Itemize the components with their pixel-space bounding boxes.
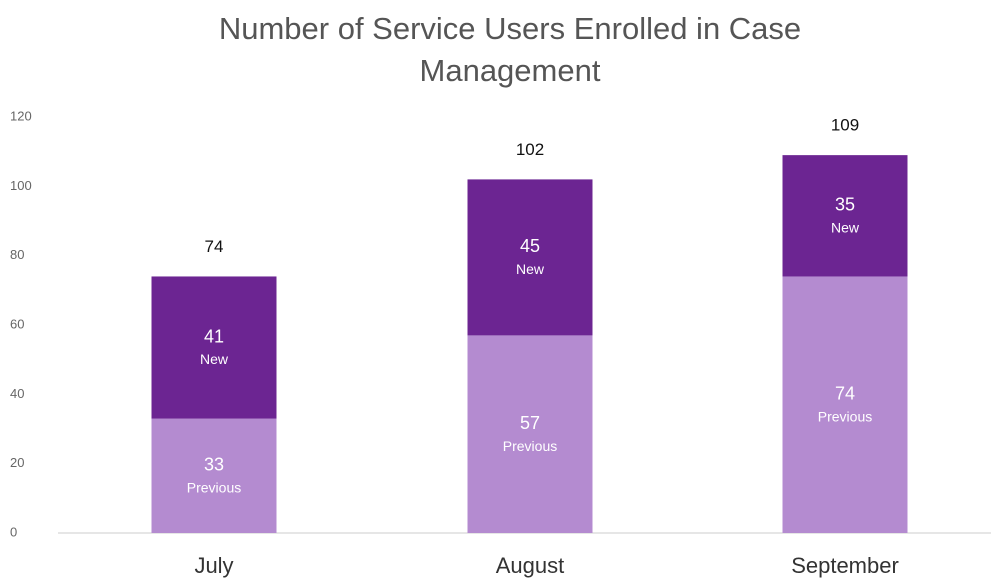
- segment-name-label: Previous: [503, 438, 557, 454]
- y-tick-label: 20: [10, 455, 24, 470]
- segment-value-label: 41: [204, 326, 224, 346]
- x-tick-label: August: [496, 553, 565, 578]
- total-label: 102: [516, 140, 544, 159]
- bar-segment: [467, 335, 593, 533]
- segment-value-label: 74: [835, 383, 855, 403]
- bar-segment: [782, 276, 908, 533]
- y-tick-label: 100: [10, 178, 32, 193]
- y-tick-label: 60: [10, 316, 24, 331]
- bar-segment: [467, 179, 593, 336]
- chart-title: Number of Service Users Enrolled in Case…: [218, 11, 802, 88]
- segment-name-label: New: [200, 351, 229, 367]
- segment-value-label: 33: [204, 455, 224, 475]
- y-tick-label: 40: [10, 386, 24, 401]
- y-tick-label: 80: [10, 247, 24, 262]
- segment-value-label: 57: [520, 413, 540, 433]
- segment-name-label: Previous: [187, 480, 241, 496]
- bar-segment: [151, 418, 277, 533]
- segment-name-label: New: [516, 261, 545, 277]
- segment-name-label: Previous: [818, 408, 872, 424]
- bar-segment: [151, 276, 277, 419]
- total-label: 109: [831, 116, 859, 135]
- total-label: 74: [205, 237, 224, 256]
- segment-name-label: New: [831, 220, 860, 236]
- y-tick-label: 120: [10, 108, 32, 123]
- segment-value-label: 45: [520, 236, 540, 256]
- y-tick-label: 0: [10, 524, 17, 539]
- bar-segment: [782, 155, 908, 277]
- x-tick-label: September: [791, 553, 899, 578]
- segment-value-label: 35: [835, 195, 855, 215]
- x-tick-label: July: [194, 553, 233, 578]
